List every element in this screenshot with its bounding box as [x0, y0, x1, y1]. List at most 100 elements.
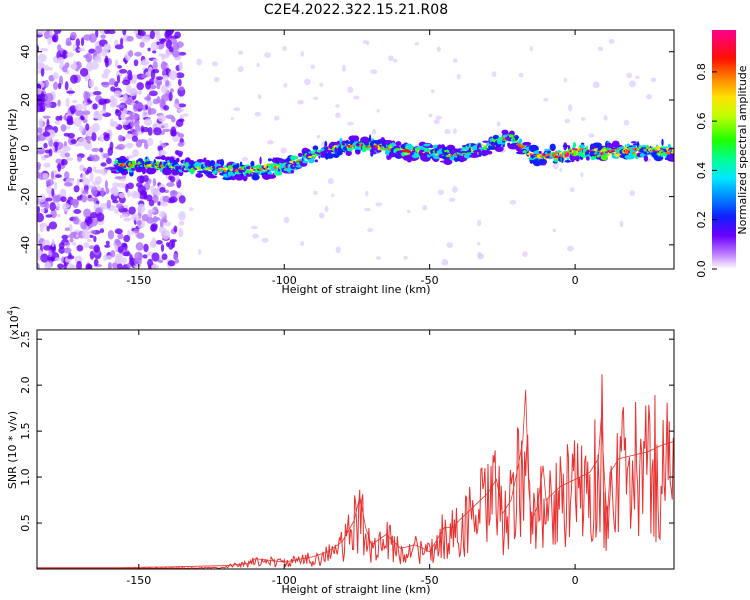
spectrogram-ridge-speck — [501, 136, 503, 140]
spectrogram-noise-speck — [256, 62, 260, 68]
spectrogram-noise-speck — [66, 90, 76, 94]
spectrogram-ridge-speck — [403, 148, 405, 151]
spectrogram-noise-speck — [85, 52, 93, 63]
spectrogram-noise-speck — [76, 244, 84, 252]
spectrogram-noise-speck — [122, 120, 129, 126]
spectrogram-noise-speck — [237, 65, 244, 73]
spectrogram-noise-speck — [94, 176, 103, 184]
spectrogram-noise-speck — [477, 241, 481, 246]
spectrogram-noise-speck — [87, 194, 92, 199]
spectrogram-noise-speck — [93, 258, 99, 267]
spectrogram-noise-speck — [143, 118, 153, 126]
spectrogram-noise-speck — [437, 189, 444, 196]
spectrogram-ridge-speck — [466, 152, 471, 154]
spectrogram-noise-speck — [619, 220, 624, 228]
snr-series-noise — [37, 389, 674, 569]
spectrogram-noise-speck — [64, 171, 70, 180]
spectrogram-noise-speck — [90, 211, 98, 219]
spectrogram-ridge-speck — [444, 149, 448, 153]
spectrogram-noise-speck — [164, 30, 172, 40]
spectrogram-ridge-speck — [318, 151, 321, 153]
spectrogram-ridge-speck — [145, 164, 147, 168]
spectrogram-noise-speck — [114, 228, 123, 235]
spectrogram-noise-speck — [77, 137, 87, 147]
spectrogram-noise-speck — [66, 157, 74, 161]
spectrogram-ridge-speck — [258, 165, 262, 169]
spectrogram-ridge-speck — [630, 141, 637, 144]
spectrogram-noise-speck — [646, 94, 652, 100]
spectrogram-panel: -150 -100 -50 0 -40 -20 0 20 40 Height of strai… — [6, 29, 675, 296]
spectrogram-noise-speck — [142, 254, 148, 259]
spectrogram-ridge-speck — [375, 149, 382, 153]
y-tick-label: 40 — [19, 45, 32, 59]
spectrogram-noise-speck — [105, 187, 110, 195]
spectrogram-noise-speck — [44, 64, 50, 71]
spectrogram-noise-speck — [175, 72, 185, 79]
spectrogram-ridge-speck — [160, 155, 166, 161]
spectrogram-noise-speck — [54, 257, 62, 262]
spectrogram-noise-speck — [72, 216, 80, 225]
spectrogram-noise-speck — [522, 251, 528, 258]
spectrogram-noise-speck — [603, 115, 608, 121]
spectrogram-noise-speck — [335, 246, 341, 254]
spectrogram-noise-speck — [128, 206, 136, 215]
spectrogram-ridge-speck — [443, 158, 453, 166]
spectrogram-noise-speck — [441, 259, 449, 266]
colorbar-ticks: 0.0 0.2 0.4 0.6 0.8 — [695, 63, 717, 278]
spectrogram-noise-speck — [150, 84, 157, 90]
spectrogram-noise-speck — [123, 234, 131, 243]
spectrogram-noise-speck — [46, 225, 50, 232]
spectrogram-noise-speck — [435, 115, 442, 120]
spectrogram-noise-speck — [122, 79, 131, 86]
spectrogram-ridge-speck — [572, 142, 577, 149]
spectrogram-noise-speck — [477, 219, 482, 227]
spectrogram-ridge-speck — [208, 166, 210, 171]
spectrogram-noise-speck — [45, 214, 53, 218]
spectrogram-ridge-speck — [652, 147, 657, 149]
spectrogram-ridge-speck — [345, 149, 352, 156]
spectrogram-noise-speck — [552, 162, 559, 170]
spectrogram-noise-speck — [280, 147, 288, 154]
spectrogram-y-ticks: -40 -20 0 20 40 — [19, 45, 674, 254]
spectrogram-noise-speck — [46, 129, 56, 139]
spectrogram-noise-speck — [42, 131, 51, 137]
colorbar: 0.0 0.2 0.4 0.6 0.8 Normalized spectral ampl… — [695, 30, 749, 278]
spectrogram-ridge-speck — [311, 157, 315, 161]
spectrogram-noise-speck — [106, 132, 110, 138]
spectrogram-noise-speck — [38, 53, 47, 63]
snr-y-multiplier-base: (x10 — [8, 315, 21, 340]
spectrogram-noise-speck — [83, 101, 87, 112]
spectrogram-ridge-speck — [523, 149, 526, 153]
spectrogram-ridge-speck — [346, 147, 353, 152]
spectrogram-noise-speck — [137, 90, 143, 95]
spectrogram-ridge-speck — [347, 146, 353, 148]
spectrogram-noise-speck — [91, 186, 98, 196]
spectrogram-noise-speck — [44, 101, 52, 108]
spectrogram-noise-speck — [152, 60, 158, 71]
spectrogram-noise-speck — [143, 243, 149, 253]
spectrogram-noise-speck — [109, 78, 116, 86]
spectrogram-ridge-speck — [206, 166, 209, 169]
spectrogram-ridge-speck — [266, 174, 277, 179]
spectrogram-noise-speck — [93, 110, 101, 120]
spectrogram-noise-speck — [114, 176, 124, 180]
spectrogram-ridge-speck — [522, 141, 532, 146]
spectrogram-noise-speck — [319, 82, 324, 87]
spectrogram-noise-speck — [44, 79, 49, 88]
spectrogram-ridge-speck — [502, 140, 506, 143]
spectrogram-ridge-speck — [549, 156, 551, 158]
spectrogram-ridge-speck — [236, 163, 240, 168]
spectrogram-noise-speck — [45, 179, 54, 186]
snr-y-multiplier: (x104) — [6, 306, 21, 340]
spectrogram-noise-speck — [150, 264, 160, 269]
spectrogram-noise-speck — [141, 36, 150, 43]
spectrogram-noise-speck — [189, 207, 194, 212]
spectrogram-ridge-speck — [395, 148, 402, 150]
spectrogram-noise-speck — [143, 192, 148, 200]
spectrogram-ridge-speck — [574, 148, 578, 151]
spectrogram-noise-speck — [135, 242, 144, 251]
spectrogram-noise-speck — [88, 245, 95, 249]
spectrogram-noise-speck — [552, 228, 557, 233]
spectrogram-ridge-speck — [143, 158, 147, 161]
spectrogram-noise-speck — [91, 132, 97, 142]
